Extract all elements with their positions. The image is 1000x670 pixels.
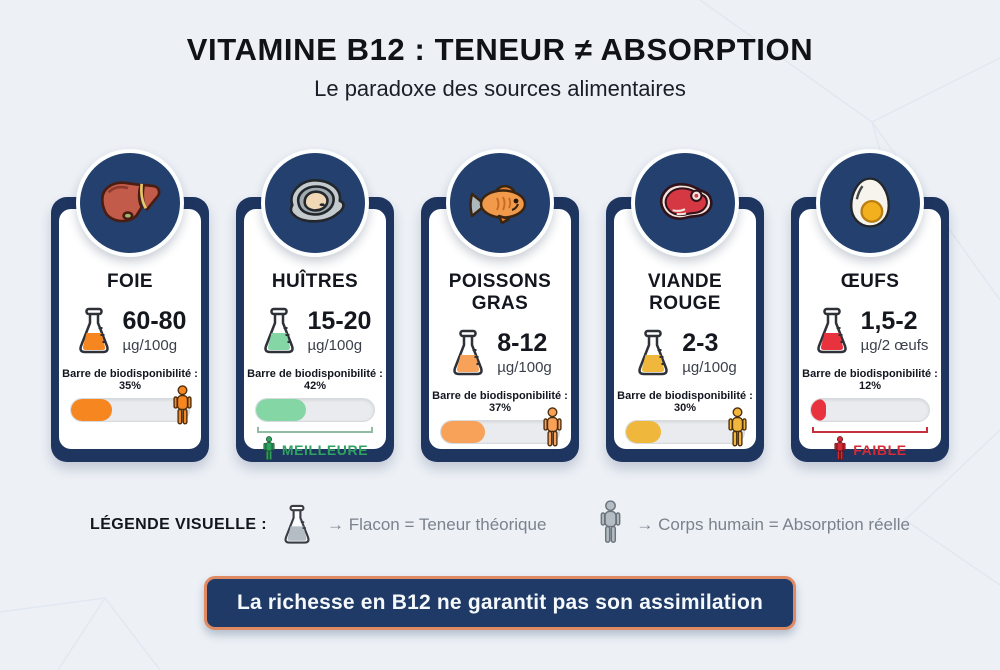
- b12-content-value: 60-80: [122, 307, 187, 335]
- value-block: 60-80 µg/100g: [122, 306, 187, 355]
- card-icon-circle: [76, 149, 184, 257]
- human-icon: [543, 407, 562, 447]
- legend-label: LÉGENDE VISUELLE :: [90, 516, 268, 533]
- card-icon-circle: [446, 149, 554, 257]
- bioavailability-bar: [810, 398, 930, 422]
- content-row: 15-20 µg/100g: [244, 306, 386, 358]
- flask-icon: [638, 329, 668, 376]
- card-title: VIANDE ROUGE: [647, 271, 723, 314]
- note-row: MEILLEURE: [244, 436, 386, 464]
- b12-content-unit: µg/100g: [497, 359, 552, 376]
- b12-content-unit: µg/100g: [682, 359, 737, 376]
- value-block: 8-12 µg/100g: [497, 328, 552, 377]
- b12-content-unit: µg/100g: [307, 337, 363, 354]
- liver-icon: [101, 181, 161, 223]
- fish-icon: [469, 184, 527, 225]
- card-title: ŒUFS: [840, 271, 900, 292]
- b12-content-unit: µg/100g: [122, 337, 178, 354]
- b12-content-value: 15-20: [307, 307, 372, 335]
- bioavailability-label: Barre de biodisponibilité : 30%: [617, 390, 753, 414]
- card-icon-circle: [816, 149, 924, 257]
- bioavailability-label: Barre de biodisponibilité : 42%: [247, 368, 383, 392]
- note-row: FAIBLE: [799, 436, 941, 464]
- bioavailability-bar: [440, 407, 562, 447]
- card-title: POISSONS GRAS: [448, 271, 552, 314]
- flask-icon: [78, 307, 109, 354]
- card-title: FOIE: [107, 271, 153, 292]
- bar-fill: [811, 399, 827, 421]
- highlight-bracket: [257, 427, 373, 433]
- legend-human-text: → Corps humain = Absorption réelle: [636, 515, 910, 534]
- banner-row: La richesse en B12 ne garantit pas son a…: [0, 576, 1000, 630]
- note-text: MEILLEURE: [281, 442, 369, 458]
- card-viande-rouge: VIANDE ROUGE 2-3 µg/100g: [606, 149, 764, 462]
- flask-icon: [453, 329, 483, 376]
- bar-track: [255, 398, 375, 422]
- human-icon: [834, 436, 846, 461]
- highlight-bracket: [812, 427, 928, 433]
- bar-fill: [626, 421, 662, 443]
- bioavailability-bar: [255, 398, 375, 422]
- human-icon: [263, 436, 275, 461]
- card-icon-circle: [261, 149, 369, 257]
- bioavailability-label: Barre de biodisponibilité : 35%: [62, 368, 198, 392]
- content-row: 8-12 µg/100g: [429, 328, 571, 380]
- legend-flask-text: → Flacon = Teneur théorique: [327, 515, 547, 534]
- bar-fill: [71, 399, 113, 421]
- human-icon: [728, 407, 747, 447]
- b12-content-value: 1,5-2: [860, 307, 918, 335]
- bioavailability-bar: [625, 407, 747, 447]
- egg-icon: [850, 177, 890, 228]
- bar-track: [440, 420, 560, 444]
- food-cards-row: FOIE 60-80 µg/100g B: [0, 149, 1000, 464]
- card-foie: FOIE 60-80 µg/100g B: [51, 149, 209, 462]
- header: VITAMINE B12 : TENEUR ≠ ABSORPTION Le pa…: [0, 0, 1000, 102]
- value-block: 15-20 µg/100g: [307, 306, 372, 355]
- note-text: FAIBLE: [853, 442, 907, 458]
- card-title: HUÎTRES: [271, 271, 359, 292]
- card-huitres: HUÎTRES 15-20 µg/100g: [236, 149, 394, 464]
- visual-legend: LÉGENDE VISUELLE : → Flacon = Teneur thé…: [0, 498, 1000, 552]
- card-body: FOIE 60-80 µg/100g B: [59, 209, 201, 449]
- conclusion-banner: La richesse en B12 ne garantit pas son a…: [203, 576, 797, 630]
- value-block: 1,5-2 µg/2 œufs: [860, 306, 929, 355]
- human-icon: [601, 500, 621, 543]
- bioavailability-label: Barre de biodisponibilité : 12%: [802, 368, 938, 392]
- bioavailability-label: Barre de biodisponibilité : 37%: [432, 390, 568, 414]
- bar-fill: [441, 421, 485, 443]
- page-title: VITAMINE B12 : TENEUR ≠ ABSORPTION: [186, 32, 814, 67]
- bar-track: [810, 398, 930, 422]
- b12-content-value: 2-3: [682, 329, 719, 357]
- flask-icon: [284, 504, 310, 544]
- bioavailability-bar: [70, 385, 192, 425]
- card-body: POISSONS GRAS 8-12 µg/100g: [429, 209, 571, 449]
- content-row: 2-3 µg/100g: [614, 328, 756, 380]
- card-icon-circle: [631, 149, 739, 257]
- content-row: 60-80 µg/100g: [59, 306, 201, 358]
- human-icon: [173, 385, 192, 425]
- flask-icon: [816, 307, 847, 354]
- bar-track: [70, 398, 190, 422]
- card-oeufs: ŒUFS 1,5-2 µg/2 œufs: [791, 149, 949, 464]
- bar-track: [625, 420, 745, 444]
- b12-content-unit: µg/2 œufs: [860, 337, 929, 354]
- content-row: 1,5-2 µg/2 œufs: [799, 306, 941, 358]
- page-subtitle: Le paradoxe des sources alimentaires: [314, 76, 686, 101]
- oyster-icon: [289, 179, 345, 223]
- flask-icon: [263, 307, 294, 354]
- value-block: 2-3 µg/100g: [682, 328, 737, 377]
- b12-content-value: 8-12: [497, 329, 548, 357]
- steak-icon: [659, 183, 713, 220]
- bar-fill: [256, 399, 306, 421]
- card-poissons-gras: POISSONS GRAS 8-12 µg/100g: [421, 149, 579, 462]
